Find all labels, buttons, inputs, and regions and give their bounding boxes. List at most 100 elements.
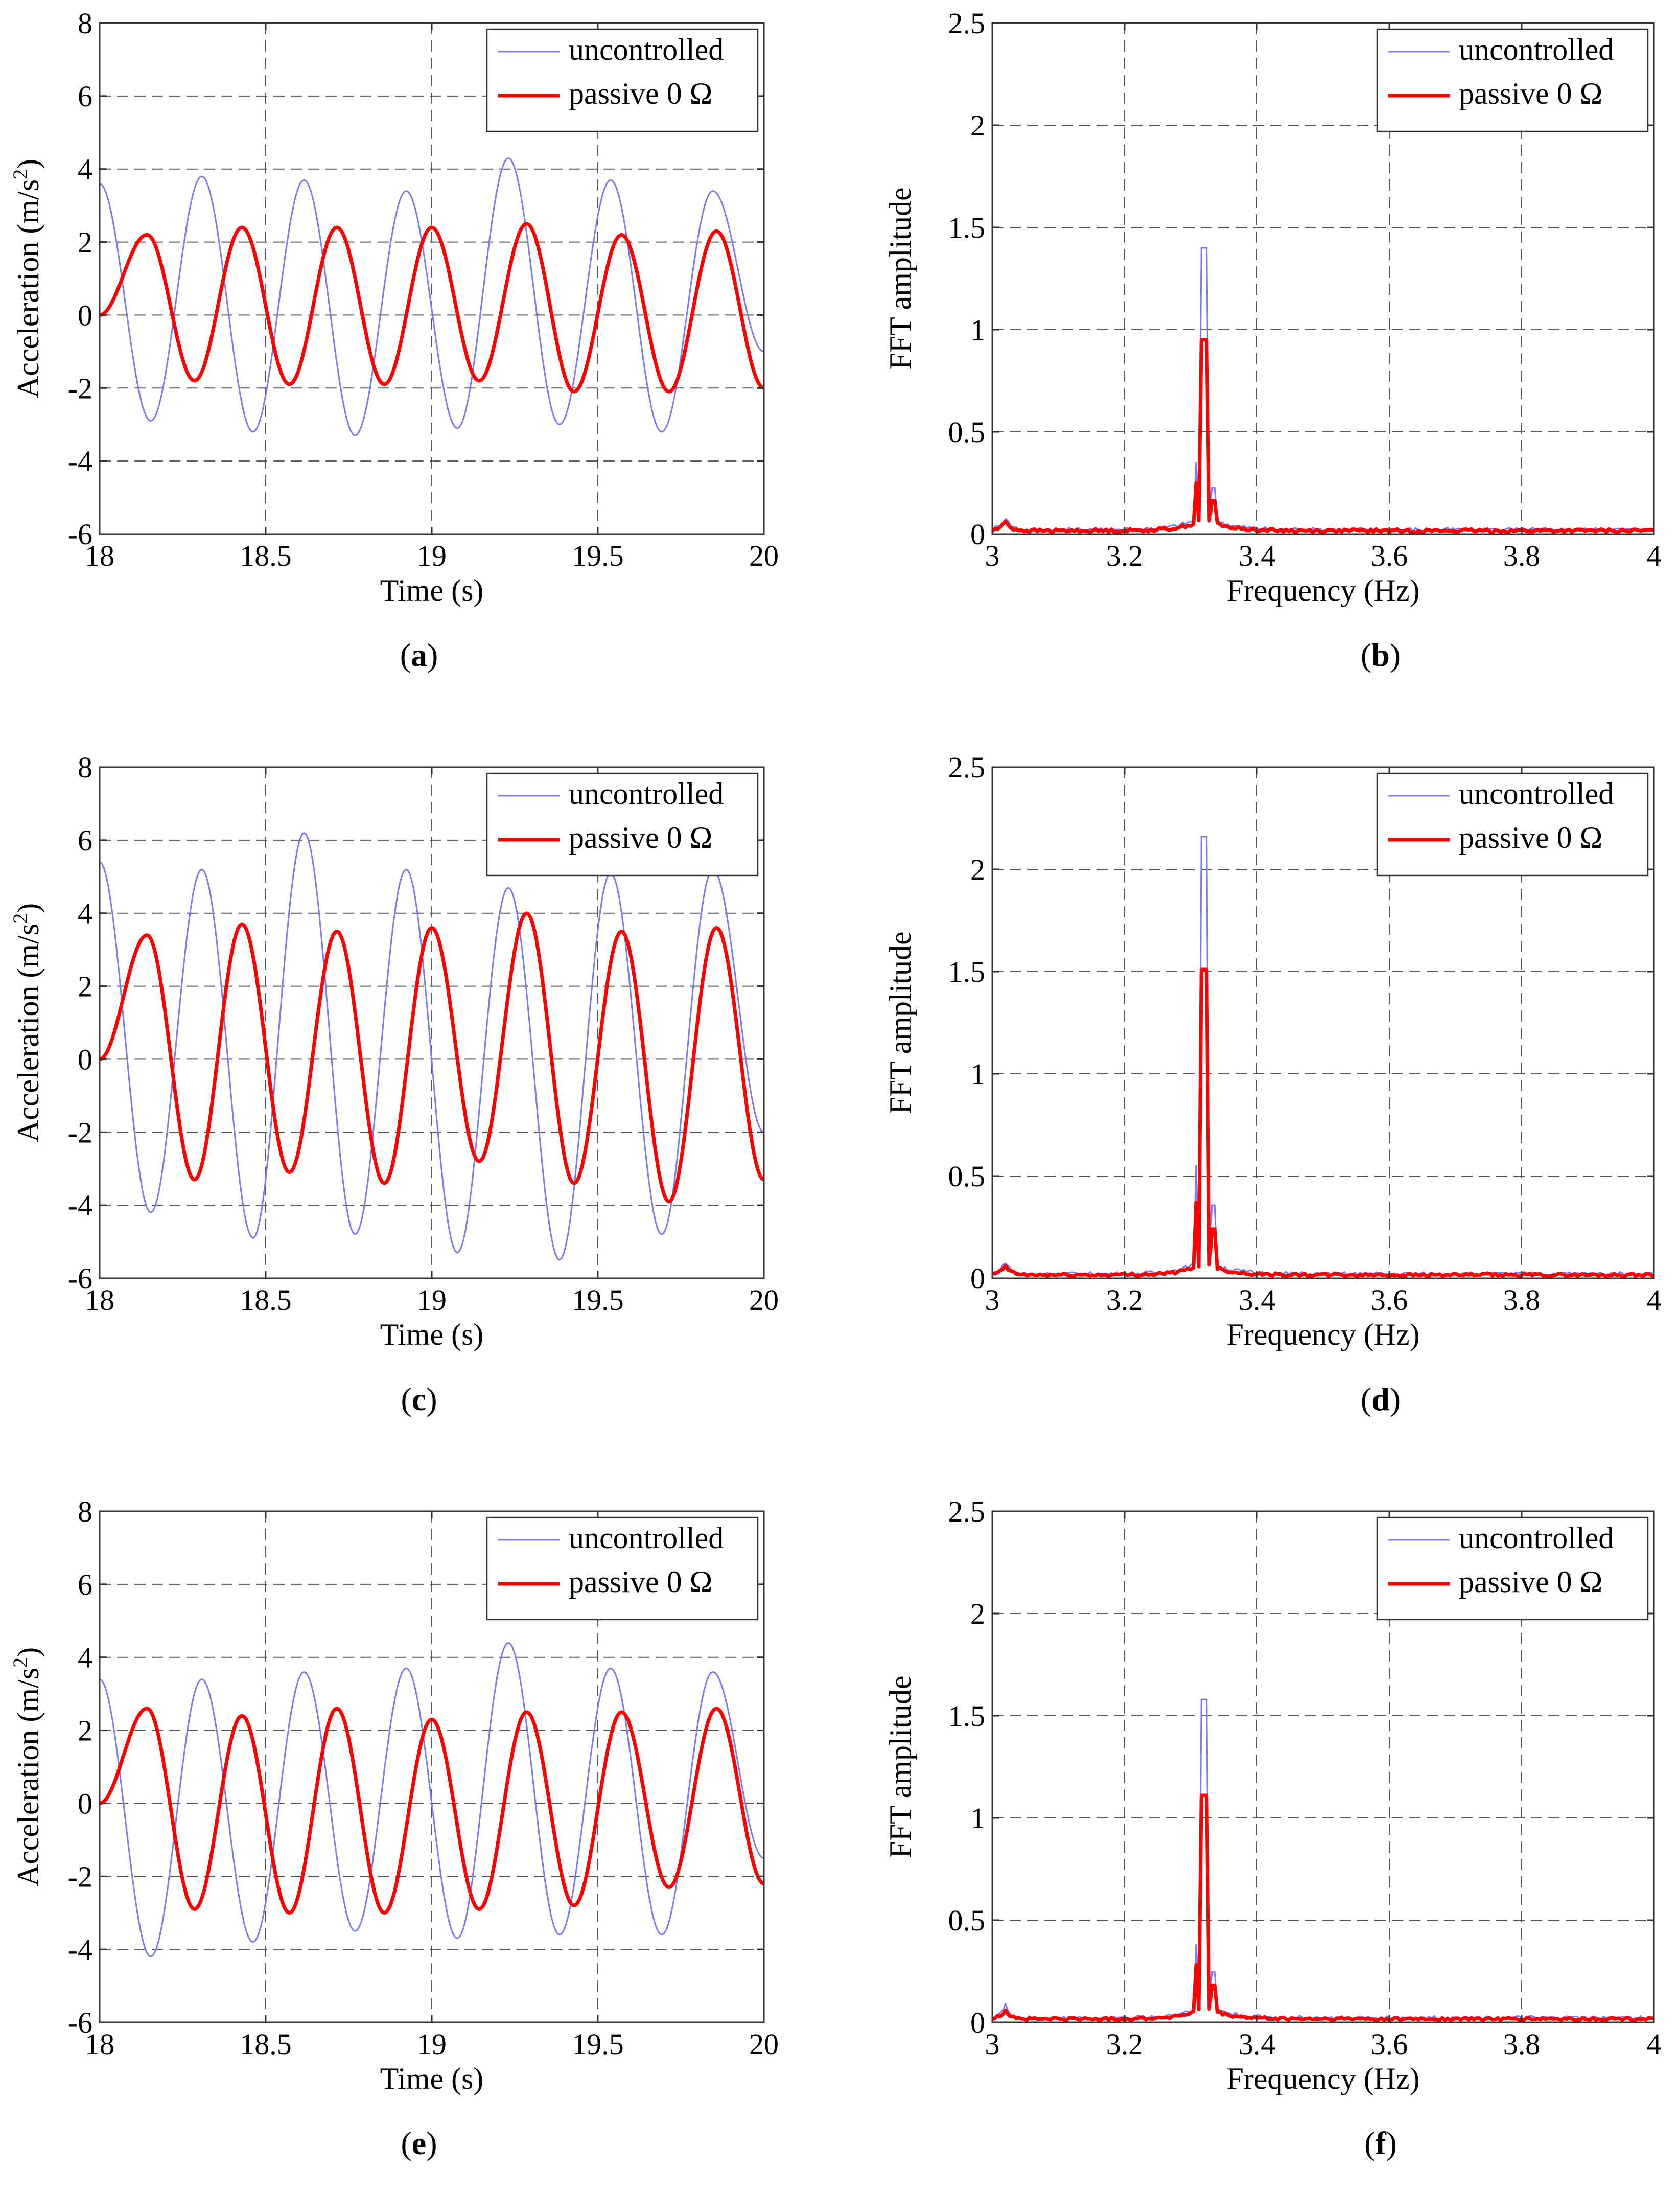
axes-box	[991, 766, 1655, 1279]
y-tick-label: 0	[970, 2006, 985, 2039]
x-tick-label: 18	[85, 1283, 114, 1317]
series-passive-line	[100, 1707, 764, 1915]
y-tick-label: 6	[78, 80, 92, 113]
legend-label: uncontrolled	[1459, 1521, 1614, 1555]
y-tick-label: -2	[68, 372, 92, 405]
panel-a: 18 18.5 19 19.5 20 -6 -4 -2 0 2 4 6 8 Time (s) Acceler…	[0, 0, 839, 724]
x-tick-label: 19	[417, 539, 447, 572]
plot-c: 18 18.5 19 19.5 20 -6 -4 -2 0 2 4 6 8 Time (s) Acceler…	[9, 751, 779, 1351]
x-tick-label: 20	[749, 2027, 779, 2061]
x-tick-label: 4	[1647, 1283, 1662, 1317]
y-tick-label: -4	[68, 1933, 92, 1966]
x-tick-label: 3	[985, 2027, 1000, 2061]
x-tick-label: 19.5	[572, 539, 624, 572]
y-tick-label: 2.5	[948, 1495, 986, 1528]
y-tick-label: -6	[68, 2006, 92, 2039]
legend-label: passive 0 Ω	[569, 77, 712, 110]
y-tick-label: -4	[68, 445, 92, 478]
x-tick-label: 3.2	[1106, 2027, 1144, 2061]
caption-e: (e)	[401, 2125, 437, 2161]
x-axis-label: Time (s)	[380, 573, 484, 607]
plot-b: 3 3.2 3.4 3.6 3.8 4 0 0.5 1 1.5 2 2.5 Frequency (Hz)…	[883, 7, 1662, 607]
y-tick-label: 0.5	[948, 416, 986, 449]
y-tick-label: 0.5	[948, 1160, 986, 1193]
y-tick-label: 2	[970, 109, 985, 142]
x-tick-label: 18.5	[240, 1283, 292, 1317]
y-tick-label: 1	[970, 313, 985, 347]
y-tick-label: 2	[78, 1714, 92, 1747]
caption-a: (a)	[400, 637, 438, 673]
series-passive-line	[100, 911, 764, 1204]
panel-e: 18 18.5 19 19.5 20 -6 -4 -2 0 2 4 6 8 Time (s) Acceler…	[0, 1488, 839, 2212]
y-tick-label: -4	[68, 1189, 92, 1222]
y-axis-label-text: Acceleration (m/s	[11, 179, 45, 398]
x-tick-label: 19	[417, 1283, 447, 1317]
y-tick-label: 1.5	[948, 955, 986, 988]
y-tick-label: -2	[68, 1116, 92, 1149]
x-axis-label: Time (s)	[380, 1318, 484, 1351]
y-tick-label: 0	[78, 298, 92, 332]
y-tick-label: 1	[970, 1802, 985, 1835]
axes-box	[991, 1510, 1655, 2023]
plot-e: 18 18.5 19 19.5 20 -6 -4 -2 0 2 4 6 8 Time (s) Acceler…	[9, 1495, 779, 2095]
x-tick-label: 18.5	[240, 539, 292, 572]
x-tick-label: 4	[1647, 2027, 1662, 2061]
y-tick-label: 6	[78, 824, 92, 857]
y-tick-label: 8	[78, 751, 92, 784]
x-tick-label: 3.6	[1371, 539, 1408, 572]
y-tick-label: 1	[970, 1057, 985, 1091]
series-uncontrolled-line	[100, 157, 764, 436]
y-tick-label: 1.5	[948, 1699, 986, 1733]
plot-a: 18 18.5 19 19.5 20 -6 -4 -2 0 2 4 6 8 Time (s) Acceler…	[9, 7, 779, 607]
x-tick-label: 3.8	[1503, 539, 1541, 572]
y-axis-label-text: Acceleration (m/s	[11, 1668, 45, 1886]
y-axis-label-superscript: 2	[9, 169, 32, 179]
y-axis-label: Acceleration (m/s2)	[9, 159, 45, 398]
x-tick-label: 20	[749, 1283, 779, 1317]
x-tick-label: 3.8	[1503, 2027, 1541, 2061]
x-tick-label: 3.2	[1106, 1283, 1144, 1317]
series-passive-line	[100, 222, 764, 394]
x-tick-label: 4	[1647, 539, 1662, 572]
x-tick-label: 3.6	[1371, 2027, 1408, 2061]
x-axis-label: Frequency (Hz)	[1226, 573, 1419, 607]
x-tick-label: 18	[85, 539, 114, 572]
legend-label: passive 0 Ω	[1459, 1565, 1602, 1599]
x-tick-label: 3.8	[1503, 1283, 1541, 1317]
caption-d: (d)	[1360, 1381, 1401, 1417]
y-tick-label: 2	[970, 1597, 985, 1630]
x-tick-label: 3	[985, 539, 1000, 572]
y-axis-label-text: Acceleration (m/s	[11, 924, 45, 1142]
y-tick-label: -2	[68, 1860, 92, 1893]
plot-f: 3 3.2 3.4 3.6 3.8 4 0 0.5 1 1.5 2 2.5 Frequency (Hz)…	[883, 1495, 1662, 2095]
plot-d: 3 3.2 3.4 3.6 3.8 4 0 0.5 1 1.5 2 2.5 Frequency (Hz)…	[883, 751, 1662, 1351]
y-tick-label: -6	[68, 1262, 92, 1295]
panel-b: 3 3.2 3.4 3.6 3.8 4 0 0.5 1 1.5 2 2.5 Frequency (Hz)…	[839, 0, 1678, 724]
legend-label: passive 0 Ω	[569, 821, 712, 855]
panel-c: 18 18.5 19 19.5 20 -6 -4 -2 0 2 4 6 8 Time (s) Acceler…	[0, 744, 839, 1468]
legend-box	[486, 28, 759, 132]
y-tick-label: 4	[78, 153, 92, 186]
legend-label: passive 0 Ω	[1459, 821, 1602, 855]
y-tick-label: 0.5	[948, 1904, 986, 1937]
series-passive-line	[992, 338, 1654, 534]
y-tick-label: 1.5	[948, 211, 986, 244]
y-tick-label: 2	[78, 970, 92, 1003]
y-tick-label: 0	[78, 1787, 92, 1820]
x-tick-label: 3.6	[1371, 1283, 1408, 1317]
legend-box	[486, 772, 759, 877]
panel-d: 3 3.2 3.4 3.6 3.8 4 0 0.5 1 1.5 2 2.5 Frequency (Hz)…	[839, 744, 1678, 1468]
y-tick-label: 2.5	[948, 751, 986, 784]
y-tick-label: 2	[970, 853, 985, 886]
y-tick-label: 0	[970, 518, 985, 551]
y-tick-label: 2	[78, 226, 92, 259]
y-axis-label: FFT amplitude	[883, 1675, 917, 1858]
y-axis-label: Acceleration (m/s2)	[9, 903, 45, 1142]
x-tick-label: 3.4	[1239, 539, 1276, 572]
axes-box	[991, 22, 1655, 535]
y-axis-label-paren: )	[11, 1647, 45, 1657]
legend-box	[1376, 1516, 1649, 1621]
series-uncontrolled-line	[100, 832, 764, 1261]
legend-label: uncontrolled	[1459, 33, 1614, 66]
x-tick-label: 3.4	[1239, 2027, 1276, 2061]
